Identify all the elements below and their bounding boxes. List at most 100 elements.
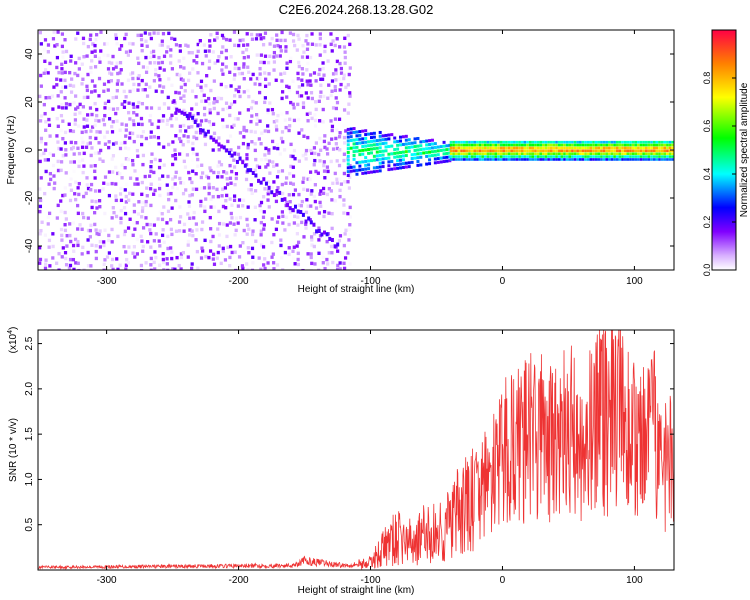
heatmap-cell (73, 112, 77, 117)
heatmap-cell (51, 153, 56, 157)
heatmap-cell (272, 44, 277, 48)
heatmap-cell (187, 78, 191, 83)
heatmap-cell (141, 129, 145, 134)
heatmap-cell (144, 216, 148, 220)
heatmap-cell (644, 140, 648, 144)
heatmap-cell (442, 160, 446, 164)
heatmap-cell (346, 135, 350, 139)
heatmap-cell (232, 198, 237, 203)
heatmap-cell (305, 55, 310, 59)
heatmap-cell (652, 143, 656, 147)
heatmap-cell (300, 199, 304, 204)
x-tick-label: -100 (361, 575, 381, 586)
heatmap-cell (190, 193, 194, 197)
heatmap-cell (98, 60, 102, 64)
heatmap-cell (221, 72, 225, 76)
heatmap-cell (61, 154, 65, 158)
heatmap-cell (410, 157, 414, 161)
heatmap-cell (267, 185, 271, 190)
heatmap-cell (82, 117, 86, 121)
heatmap-cell (310, 116, 314, 121)
heatmap-cell (94, 199, 98, 204)
heatmap-cell (270, 190, 274, 195)
heatmap-cell (468, 146, 471, 150)
heatmap-cell (544, 149, 548, 153)
heatmap-cell (285, 61, 289, 65)
heatmap-cell (229, 181, 233, 185)
heatmap-cell (150, 152, 154, 156)
heatmap-cell (123, 165, 127, 170)
heatmap-cell (407, 165, 411, 169)
heatmap-cell (120, 102, 124, 106)
heatmap-cell (253, 148, 257, 153)
heatmap-cell (93, 222, 97, 227)
heatmap-cell (124, 134, 128, 138)
heatmap-cell (460, 149, 463, 153)
heatmap-cell (568, 152, 572, 155)
heatmap-cell (237, 85, 241, 89)
heatmap-cell (573, 149, 577, 153)
heatmap-cell (124, 263, 128, 267)
heatmap-cell (335, 177, 339, 182)
heatmap-cell (571, 158, 574, 161)
heatmap-cell (272, 120, 276, 124)
heatmap-cell (245, 262, 249, 266)
heatmap-cell (308, 170, 313, 174)
heatmap-cell (212, 106, 216, 111)
heatmap-cell (280, 210, 285, 214)
heatmap-cell (182, 94, 186, 98)
heatmap-cell (407, 161, 411, 165)
heatmap-cell (510, 146, 513, 150)
heatmap-cell (52, 30, 56, 34)
heatmap-cell (518, 143, 521, 147)
heatmap-cell (214, 139, 218, 144)
heatmap-cell (72, 249, 76, 253)
heatmap-cell (321, 66, 325, 71)
heatmap-cell (407, 145, 411, 149)
heatmap-cell (183, 165, 188, 169)
heatmap-cell (658, 146, 661, 150)
heatmap-cell (158, 244, 162, 248)
heatmap-cell (48, 61, 52, 66)
heatmap-cell (634, 155, 638, 158)
heatmap-cell (111, 67, 116, 71)
heatmap-cell (465, 152, 469, 155)
heatmap-cell (325, 147, 329, 151)
heatmap-cell (578, 152, 582, 155)
heatmap-cell (468, 152, 471, 155)
heatmap-cell (631, 149, 635, 153)
heatmap-cell (433, 153, 437, 157)
heatmap-cell (283, 71, 287, 75)
heatmap-cell (304, 226, 308, 230)
heatmap-cell (63, 250, 68, 255)
heatmap-cell (297, 85, 301, 89)
heatmap-cell (327, 186, 331, 191)
heatmap-cell (77, 56, 81, 61)
heatmap-cell (253, 82, 257, 86)
heatmap-cell (367, 171, 371, 175)
heatmap-cell (272, 193, 276, 198)
heatmap-cell (272, 261, 276, 265)
heatmap-cell (190, 266, 194, 270)
heatmap-cell (64, 256, 68, 261)
heatmap-cell (358, 137, 362, 141)
heatmap-cell (454, 146, 458, 150)
heatmap-cell (639, 143, 643, 147)
heatmap-cell (436, 145, 440, 149)
heatmap-cell (59, 168, 63, 173)
heatmap-cell (131, 158, 135, 163)
heatmap-cell (38, 198, 43, 203)
heatmap-cell (552, 152, 556, 155)
heatmap-cell (287, 193, 291, 197)
heatmap-cell (238, 156, 242, 161)
heatmap-cell (428, 162, 432, 166)
heatmap-cell (413, 137, 417, 141)
heatmap-cell (85, 124, 90, 128)
heatmap-cell (481, 146, 484, 150)
heatmap-cell (207, 59, 212, 63)
heatmap-cell (348, 175, 352, 179)
heatmap-cell (399, 139, 403, 143)
heatmap-cell (68, 183, 72, 187)
heatmap-cell (224, 205, 228, 210)
heatmap-cell (310, 42, 315, 46)
